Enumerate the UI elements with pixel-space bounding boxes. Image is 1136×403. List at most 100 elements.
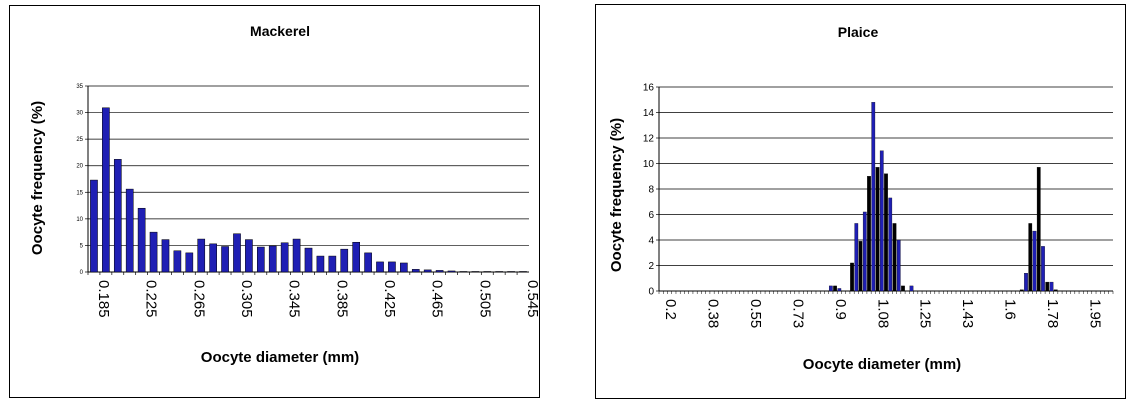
y-tick-label: 8 [648,185,654,196]
bar [1028,223,1033,292]
x-tick-label: 0.265 [190,280,207,318]
bar [268,245,277,273]
x-tick-label: 0.385 [333,280,350,318]
bar [1032,230,1037,292]
y-tick-label: 25 [76,137,83,143]
bar [1045,281,1050,292]
x-tick-label: 1.6 [1002,299,1019,320]
bar [459,271,468,273]
bar [854,223,859,292]
bar [352,241,361,273]
chart-plaice: Plaice 0 2 4 6 8 10 12 14 16 0.2 0.38 0.55 0.73 0.9 1.0… [608,24,1114,373]
bar [304,247,313,273]
x-tick-label: 1.78 [1044,299,1061,328]
x-axis-label: Oocyte diameter (mm) [803,356,961,373]
x-tick-label: 0.545 [524,280,541,318]
y-tick-label: 10 [76,217,83,223]
x-tick-label: 0.55 [747,299,764,328]
bar [173,250,182,273]
bar [495,271,504,273]
bar [901,285,905,292]
bar [245,239,253,273]
bar [828,285,833,292]
bar [892,223,897,292]
chart-mackerel: Mackerel 0 5 10 15 20 25 30 35 0.185 0.225 0.265 0.3… [29,23,541,366]
x-tick-label: 0.465 [429,280,446,318]
y-tick-label: 10 [643,159,655,170]
bar [888,197,893,292]
bar [125,188,134,273]
bar [1049,281,1054,292]
y-tick-label: 0 [80,270,84,276]
chart-panel-mackerel: Mackerel 0 5 10 15 20 25 30 35 0.185 0.225 0.265 0.3… [9,5,541,398]
bar [411,269,420,273]
chart-title: Plaice [838,24,879,40]
bar [447,270,456,273]
bar [137,207,146,273]
bar [837,288,842,292]
bar [149,231,158,273]
bar [483,271,492,273]
bar [90,179,98,273]
chart-panel-plaice: Plaice 0 2 4 6 8 10 12 14 16 0.2 0.38 0.55 0.73 0.9 1.0… [595,4,1126,399]
x-tick-label: 1.08 [874,299,891,328]
bar [233,233,241,273]
bar [1041,246,1045,292]
bar [423,269,432,273]
bar [328,255,337,273]
y-axis-label: Oocyte frequency (%) [608,118,625,272]
x-tick-label: 0.225 [143,280,160,318]
bar [879,150,884,292]
bar [507,271,515,273]
bar [471,271,480,273]
y-tick-label: 5 [80,243,84,249]
bar [185,252,194,273]
x-tick-label: 1.43 [959,299,976,328]
x-tick-label: 0.505 [476,280,493,318]
y-tick-label: 35 [76,84,83,90]
bar [221,246,229,273]
bar [316,255,325,273]
bar [896,239,901,292]
x-tick-label: 0.185 [95,280,112,318]
bar [875,167,880,292]
x-tick-label: 1.25 [917,299,934,328]
y-tick-label: 14 [643,108,655,119]
x-tick-label: 0.345 [286,280,303,318]
bar [280,242,289,273]
x-axis-label: Oocyte diameter (mm) [201,349,359,366]
bar [884,173,888,292]
y-tick-label: 16 [643,83,655,94]
bar [376,261,384,273]
y-tick-label: 20 [76,164,83,170]
bar [833,285,837,292]
x-tick-label: 1.95 [1086,299,1103,328]
bar [400,262,408,273]
x-tick-label: 0.38 [705,299,722,328]
y-tick-label: 12 [643,134,655,145]
bar [858,241,863,292]
chart-title: Mackerel [250,23,310,39]
y-tick-label: 4 [648,236,654,247]
y-tick-label: 15 [76,190,83,196]
x-tick-label: 0.73 [789,299,806,328]
x-tick-label: 0.425 [381,280,398,318]
y-axis-label: Oocyte frequency (%) [29,101,46,255]
bar [1036,167,1041,292]
bar [862,211,867,292]
bar [209,243,217,273]
y-tick-label: 30 [76,111,83,117]
x-tick-label: 0.305 [238,280,255,318]
y-tick-label: 6 [648,210,654,221]
bar [909,285,914,292]
bar [867,176,871,292]
bar [1053,289,1058,292]
bar [256,246,265,273]
x-tick-label: 0.2 [662,299,679,320]
bar [1024,272,1028,292]
y-tick-label: 0 [648,287,654,298]
x-tick-label: 0.9 [832,299,849,320]
y-tick-label: 2 [648,261,654,272]
bar [197,238,206,273]
bar [364,252,372,273]
